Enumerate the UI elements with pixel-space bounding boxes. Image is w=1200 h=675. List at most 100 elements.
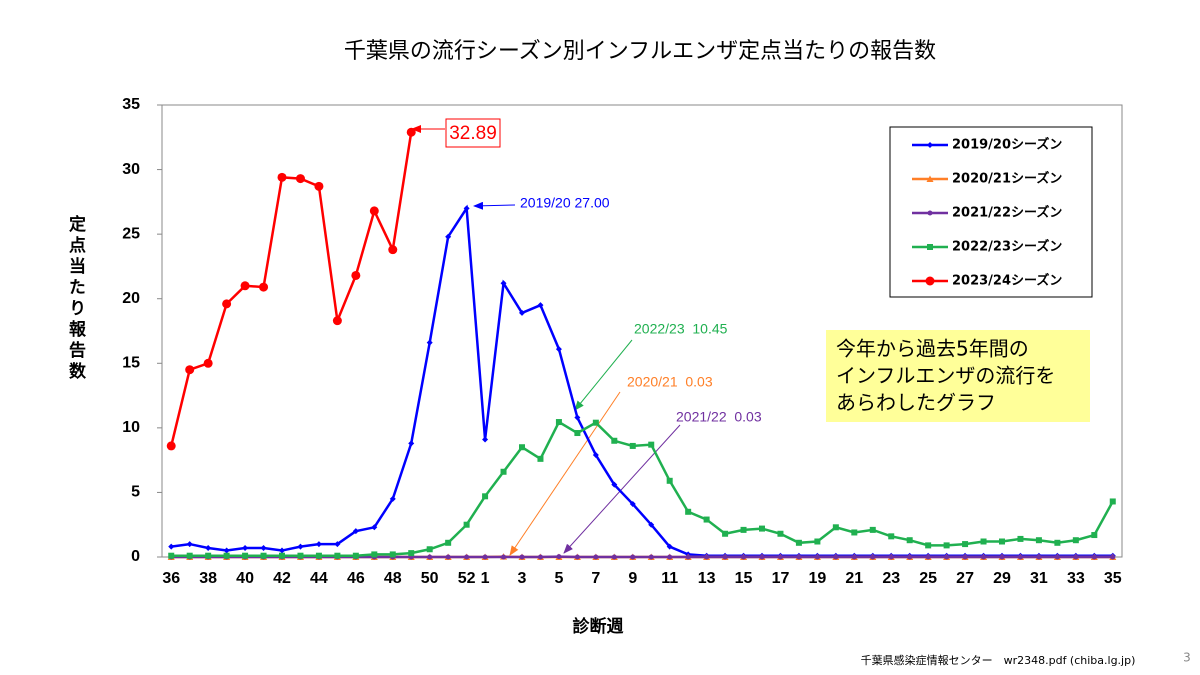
point (537, 302, 544, 309)
point (777, 530, 784, 537)
point (260, 552, 267, 559)
note-line: あらわしたグラフ (836, 391, 996, 415)
point (795, 539, 802, 546)
point (592, 419, 599, 426)
point (168, 552, 175, 559)
footer: 千葉県感染症情報センター wr2348.pdf (chiba.lg.jp) (861, 653, 1136, 667)
point (537, 455, 544, 462)
y-tick-label: 35 (122, 96, 140, 113)
point (426, 546, 433, 553)
point (556, 554, 562, 560)
annotation: 2019/20 27.00 (520, 195, 610, 211)
series-line (170, 132, 413, 447)
point (168, 543, 175, 550)
point (962, 554, 968, 560)
point (685, 508, 692, 515)
x-tick-label: 31 (1030, 570, 1048, 587)
point (334, 541, 341, 548)
y-tick-label: 25 (122, 225, 140, 242)
point (1017, 554, 1023, 560)
point (869, 526, 876, 533)
point (574, 430, 581, 437)
x-tick-label: 7 (591, 570, 600, 587)
x-tick-label: 52 (458, 570, 476, 587)
point (501, 554, 507, 560)
point (240, 281, 250, 291)
x-tick-label: 9 (628, 570, 637, 587)
x-tick-label: 50 (421, 570, 439, 587)
point (242, 552, 249, 559)
point (369, 206, 379, 216)
point (907, 554, 913, 560)
point (611, 437, 618, 444)
point (648, 441, 655, 448)
point (981, 554, 987, 560)
point (408, 440, 415, 447)
point (203, 358, 213, 368)
legend-marker (927, 244, 933, 250)
point (1091, 554, 1097, 560)
x-tick-label: 1 (481, 570, 490, 587)
y-tick-label: 30 (122, 161, 140, 178)
annotation: 32.89 (449, 123, 497, 144)
point (629, 501, 636, 508)
legend-marker (927, 142, 933, 148)
legend-marker (927, 210, 933, 216)
legend-label: 2023/24シーズン (952, 273, 1062, 289)
point (351, 270, 361, 280)
x-tick-label: 40 (236, 570, 254, 587)
point (277, 172, 287, 182)
point (482, 493, 489, 500)
legend-marker (925, 276, 935, 286)
point (685, 554, 691, 560)
annotation: 2021/22 0.03 (676, 409, 762, 425)
point (962, 541, 969, 548)
x-tick-label: 11 (661, 570, 678, 587)
point (205, 544, 212, 551)
point (611, 481, 618, 488)
x-tick-label: 33 (1067, 570, 1085, 587)
page-number: 3 (1183, 651, 1191, 665)
point (980, 538, 987, 545)
point (851, 529, 858, 536)
point (1035, 537, 1042, 544)
point (519, 309, 525, 316)
chart-title: 千葉県の流行シーズン別インフルエンザ定点当たりの報告数 (344, 39, 936, 64)
point (427, 554, 433, 560)
point (297, 552, 304, 559)
point (1091, 532, 1098, 539)
point (242, 544, 249, 551)
point (555, 419, 562, 426)
point (315, 541, 322, 548)
point (722, 530, 729, 537)
point (592, 451, 599, 458)
x-tick-label: 25 (919, 570, 937, 587)
x-tick-label: 19 (808, 570, 826, 587)
note-line: 今年から過去5年間の (836, 337, 1029, 361)
point (741, 554, 747, 560)
x-tick-label: 46 (347, 570, 365, 587)
point (297, 543, 304, 550)
x-tick-label: 5 (554, 570, 563, 587)
annotation: 2020/21 0.03 (627, 374, 713, 390)
point (796, 554, 802, 560)
point (166, 441, 176, 451)
point (389, 495, 396, 502)
x-tick-label: 23 (882, 570, 900, 587)
point (704, 554, 710, 560)
point (205, 552, 212, 559)
point (406, 127, 416, 137)
point (574, 554, 580, 560)
x-tick-label: 36 (162, 570, 180, 587)
point (185, 365, 195, 375)
point (371, 524, 378, 531)
point (593, 554, 599, 560)
point (814, 554, 820, 560)
point (999, 554, 1005, 560)
y-tick-label: 15 (122, 355, 140, 372)
legend-label: 2020/21シーズン (952, 171, 1062, 187)
point (223, 547, 230, 554)
point (740, 526, 747, 533)
annotation-arrow (563, 424, 681, 554)
point (500, 468, 507, 475)
